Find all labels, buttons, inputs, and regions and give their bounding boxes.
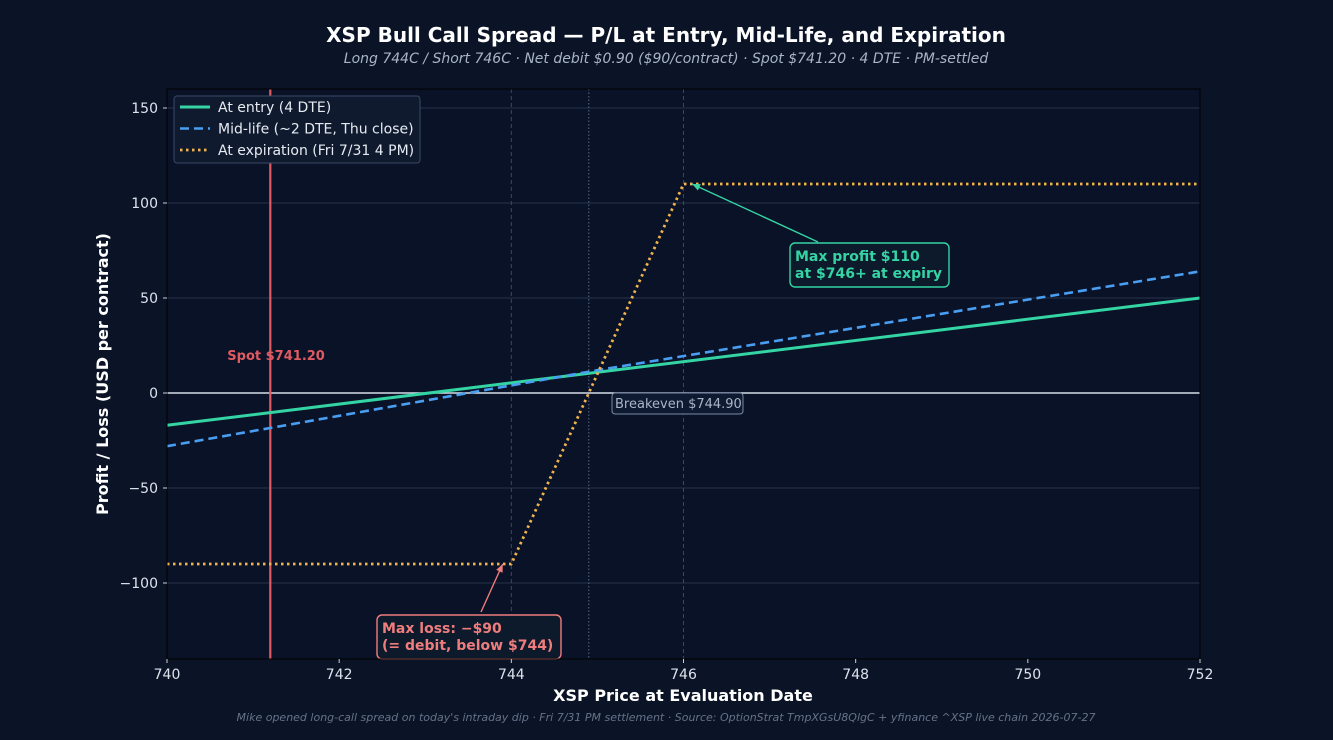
series-layer xyxy=(166,182,1201,566)
footer-source: Mike opened long-call spread on today's … xyxy=(237,711,1096,724)
x-tick-label: 750 xyxy=(1014,667,1041,683)
max-profit-box xyxy=(789,242,950,288)
max-profit-arrow-line xyxy=(691,183,819,243)
y-axis-label: Profit / Loss (USD per contract) xyxy=(93,233,112,515)
series-line-dotted xyxy=(167,182,1200,566)
tick-labels: 740 742 744 746 748 750 752 −100 −50 0 50 100 150 xyxy=(120,101,1214,683)
y-tick-label: 150 xyxy=(131,101,158,117)
series-line-dashed xyxy=(166,270,1201,448)
legend-label-dotted: At expiration (Fri 7/31 4 PM) xyxy=(218,143,414,159)
max-profit-text: at $746+ at expiry xyxy=(795,266,942,282)
spot-label: Spot $741.20 xyxy=(227,349,325,364)
x-tick-label: 748 xyxy=(842,667,869,683)
legend: At entry (4 DTE) Mid-life (~2 DTE, Thu cl… xyxy=(173,95,421,164)
chart-title: XSP Bull Call Spread — P/L at Entry, Mid… xyxy=(326,23,1006,47)
legend-label-dashed: Mid-life (~2 DTE, Thu close) xyxy=(218,122,414,138)
x-tick-label: 740 xyxy=(154,667,181,683)
breakeven-label-box xyxy=(611,392,744,415)
x-tick-label: 742 xyxy=(326,667,353,683)
max-loss-arrow-line xyxy=(480,563,504,613)
max-loss-text: (= debit, below $744) xyxy=(382,638,553,654)
y-tick-label: 50 xyxy=(140,291,158,307)
breakeven-label: Breakeven $744.90 xyxy=(615,397,742,412)
max-loss-text: Max loss: −$90 xyxy=(382,621,502,637)
x-tick-label: 746 xyxy=(670,667,697,683)
y-tick-label: −100 xyxy=(120,576,158,592)
y-tick-label: 0 xyxy=(149,386,158,402)
max-profit-arrow-head xyxy=(692,184,701,191)
max-profit-text: Max profit $110 xyxy=(795,249,920,265)
legend-box xyxy=(173,95,421,164)
y-tick-label: −50 xyxy=(128,481,158,497)
max-loss-arrow-head xyxy=(496,564,503,573)
series-line-solid xyxy=(166,296,1201,427)
x-axis-label: XSP Price at Evaluation Date xyxy=(553,686,813,705)
y-tick-label: 100 xyxy=(131,196,158,212)
legend-label-solid: At entry (4 DTE) xyxy=(218,100,331,116)
chart-subtitle: Long 744C / Short 746C · Net debit $0.90… xyxy=(344,51,989,67)
x-tick-label: 744 xyxy=(498,667,525,683)
x-tick-label: 752 xyxy=(1187,667,1214,683)
